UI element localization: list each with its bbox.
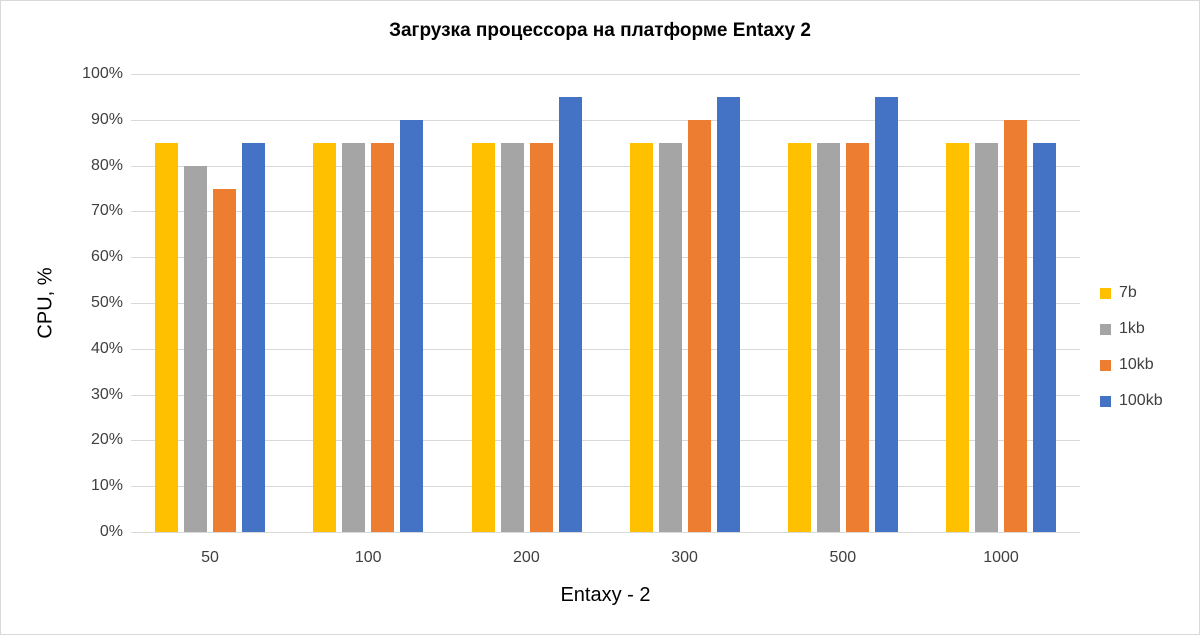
bar-7b-1000 <box>946 142 970 532</box>
bar-7b-500 <box>787 142 811 532</box>
bar-10kb-500 <box>845 142 869 532</box>
gridline <box>131 165 1080 167</box>
legend-label: 7b <box>1119 284 1137 301</box>
gridline <box>131 211 1080 213</box>
gridline <box>131 486 1080 488</box>
legend: 7b 1kb 10kb 100kb <box>1100 275 1163 419</box>
bar-100kb-1000 <box>1033 142 1057 532</box>
gridline <box>131 303 1080 304</box>
gridline <box>131 257 1080 259</box>
y-tick-label: 50% <box>90 294 123 311</box>
legend-swatch-icon <box>1100 287 1111 299</box>
bar-1kb-100 <box>342 142 366 532</box>
bar-100kb-200 <box>558 96 582 532</box>
y-tick-label: 0% <box>99 523 123 540</box>
bar-1kb-1000 <box>975 142 999 532</box>
x-tick-label: 500 <box>829 549 857 566</box>
y-tick-label: 20% <box>90 431 123 449</box>
bar-10kb-100 <box>371 142 395 532</box>
legend-label: 1kb <box>1119 320 1145 337</box>
legend-swatch-icon <box>1100 395 1111 407</box>
legend-item: 7b <box>1100 275 1163 311</box>
y-tick-label: 40% <box>90 339 123 357</box>
gridline <box>131 394 1080 396</box>
bar-7b-50 <box>155 142 179 532</box>
bar-100kb-100 <box>400 119 424 532</box>
bar-1kb-500 <box>816 142 840 532</box>
legend-swatch-icon <box>1100 323 1111 335</box>
bar-7b-300 <box>629 142 653 532</box>
bar-10kb-300 <box>687 119 711 532</box>
y-tick-label: 30% <box>90 385 123 403</box>
gridline <box>131 348 1080 350</box>
y-tick-label: 70% <box>90 202 123 220</box>
x-tick-label: 1000 <box>983 549 1019 566</box>
bar-1kb-50 <box>184 165 208 532</box>
y-tick-label: 10% <box>90 477 123 495</box>
chart-title: Загрузка процессора на платформе Entaxy … <box>389 20 811 41</box>
bar-100kb-300 <box>716 96 740 532</box>
bar-1kb-200 <box>500 142 524 532</box>
legend-swatch-icon <box>1100 359 1111 371</box>
x-axis-label: Entaxy - 2 <box>560 584 651 606</box>
bar-7b-200 <box>471 142 495 532</box>
y-tick-label: 90% <box>90 110 123 128</box>
bar-100kb-50 <box>242 142 266 532</box>
bar-1kb-300 <box>658 142 682 532</box>
legend-label: 100kb <box>1119 392 1163 409</box>
x-tick-label: 300 <box>671 549 698 566</box>
x-tick-label: 200 <box>513 549 540 566</box>
bar-100kb-500 <box>874 96 898 532</box>
legend-label: 10kb <box>1119 356 1154 373</box>
gridline <box>131 119 1080 121</box>
bar-10kb-50 <box>213 188 237 532</box>
legend-item: 1kb <box>1100 311 1163 347</box>
bar-10kb-1000 <box>1004 119 1028 532</box>
bar-7b-100 <box>313 142 337 532</box>
gridline <box>131 532 1080 533</box>
legend-item: 100kb <box>1100 383 1163 419</box>
bar-10kb-200 <box>529 142 553 532</box>
y-tick-label: 60% <box>90 248 123 266</box>
legend-item: 10kb <box>1100 347 1163 383</box>
gridline <box>131 440 1080 442</box>
x-tick-label: 100 <box>354 549 382 566</box>
x-tick-label: 50 <box>201 549 219 566</box>
y-tick-label: 80% <box>90 156 123 174</box>
gridline <box>131 74 1080 75</box>
plot-area <box>131 74 1080 533</box>
y-tick-label: 100% <box>82 65 123 82</box>
